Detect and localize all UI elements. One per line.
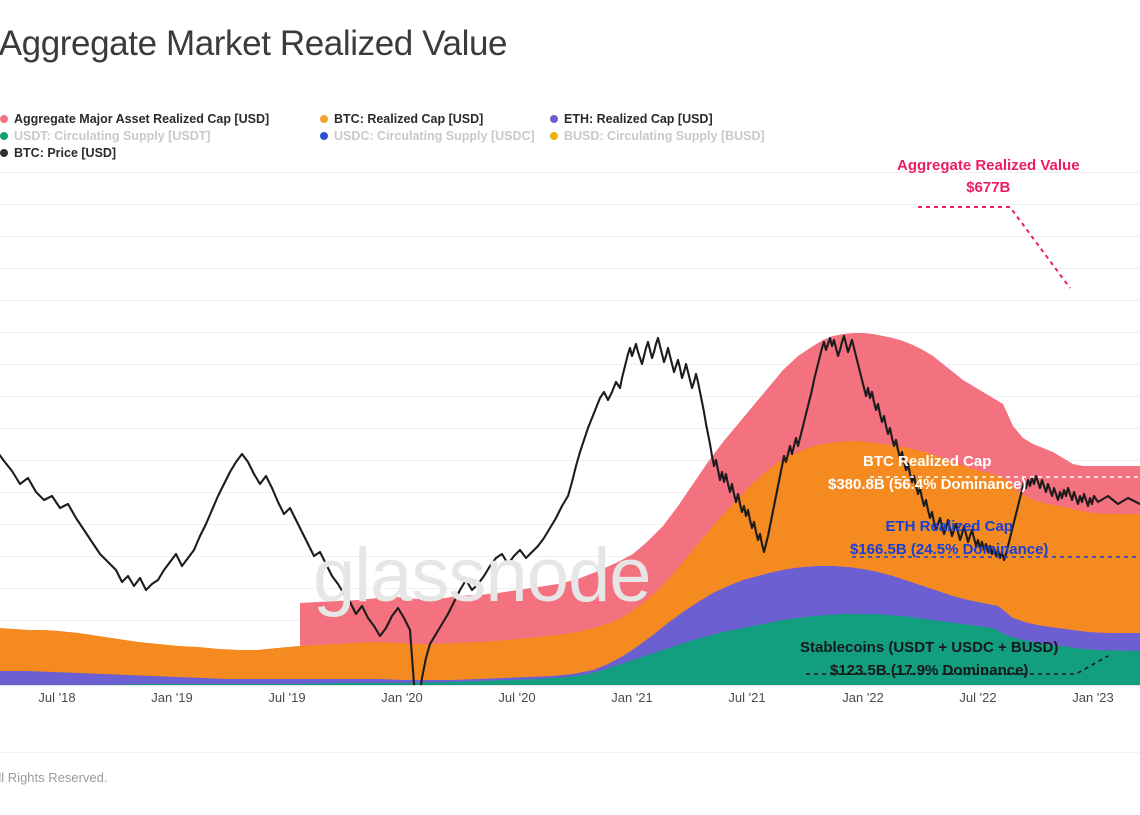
legend-item-eth-realized-cap[interactable]: ETH: Realized Cap [USD] (550, 110, 840, 127)
x-tick-label: Jul '22 (959, 690, 997, 705)
legend-item-btc-realized-cap[interactable]: BTC: Realized Cap [USD] (320, 110, 550, 127)
legend-label: USDT: Circulating Supply [USDT] (14, 128, 211, 143)
series-area-stablecoins (0, 614, 1140, 686)
x-tick-label: Jul '21 (728, 690, 766, 705)
legend-item-usdc-supply[interactable]: USDC: Circulating Supply [USDC] (320, 127, 550, 144)
legend-dot-icon (0, 131, 8, 140)
legend-dot-icon (320, 114, 328, 123)
annotation-title: ETH Realized Cap (885, 518, 1013, 535)
chart-legend: e [USD] Aggregate Major Asset Realized C… (0, 110, 1140, 161)
legend-item-aggregate-realized-cap[interactable]: Aggregate Major Asset Realized Cap [USD] (0, 110, 320, 127)
legend-dot-icon (550, 114, 558, 123)
legend-label: BUSD: Circulating Supply [BUSD] (564, 128, 765, 143)
x-tick-label: Jan '23 (1072, 690, 1114, 705)
glassnode-watermark: glassnode (313, 533, 651, 618)
legend-item-btc-price[interactable]: BTC: Price [USD] (0, 144, 320, 161)
legend-dot-icon (550, 131, 558, 140)
x-axis: Jul '18 Jan '19 Jul '19 Jan '20 Jul '20 … (0, 690, 1140, 716)
annotation-value: $380.8B (56.4% Dominance) (828, 476, 1027, 493)
footer-copyright: e. All Rights Reserved. (0, 770, 108, 785)
x-tick-label: Jan '22 (842, 690, 884, 705)
x-tick-label: Jul '18 (38, 690, 76, 705)
legend-row: lized Cap [USD] USDT: Circulating Supply… (0, 127, 1140, 144)
legend-label: USDC: Circulating Supply [USDC] (334, 128, 535, 143)
series-line-btc-price (0, 334, 1140, 686)
legend-label: ETH: Realized Cap [USD] (564, 111, 713, 126)
annotation-title: Aggregate Realized Value (897, 157, 1080, 174)
annotation-value: $123.5B (17.9% Dominance) (829, 662, 1029, 679)
annotation-leader-aggregate (918, 206, 1071, 289)
footer-divider (0, 752, 1140, 753)
legend-row: e [USD] Aggregate Major Asset Realized C… (0, 110, 1140, 127)
annotation-leader-stablecoins (806, 655, 1109, 675)
annotation-title: BTC Realized Cap (863, 453, 992, 470)
x-tick-label: Jul '20 (498, 690, 536, 705)
annotation-eth-realized-cap: ETH Realized Cap $166.5B (24.5% Dominanc… (850, 515, 1048, 561)
legend-label: Aggregate Major Asset Realized Cap [USD] (14, 111, 270, 126)
x-tick-label: Jul '19 (268, 690, 306, 705)
x-tick-label: Jan '19 (151, 690, 193, 705)
annotation-title: Stablecoins (USDT + USDC + BUSD) (800, 639, 1059, 656)
legend-dot-icon (0, 148, 8, 157)
annotation-value: $166.5B (24.5% Dominance) (850, 541, 1049, 558)
annotation-value: $677B (966, 179, 1011, 196)
annotation-stablecoins: Stablecoins (USDT + USDC + BUSD) $123.5B… (800, 636, 1058, 682)
page-title: : Aggregate Market Realized Value (0, 24, 508, 63)
chart-canvas (0, 206, 1140, 686)
annotation-aggregate-realized-value: Aggregate Realized Value $677B (897, 155, 1080, 199)
legend-label: BTC: Realized Cap [USD] (334, 111, 484, 126)
annotation-btc-realized-cap: BTC Realized Cap $380.8B (56.4% Dominanc… (828, 450, 1026, 496)
legend-item-usdt-supply[interactable]: USDT: Circulating Supply [USDT] (0, 127, 320, 144)
legend-dot-icon (320, 131, 328, 140)
x-axis-baseline (0, 685, 1140, 686)
chart-plot-area: glassnode (0, 166, 1140, 686)
legend-item-busd-supply[interactable]: BUSD: Circulating Supply [BUSD] (550, 127, 840, 144)
legend-dot-icon (0, 114, 8, 123)
legend-row: n Cap BTC: Price [USD] (0, 144, 1140, 161)
x-tick-label: Jan '20 (381, 690, 423, 705)
legend-label: BTC: Price [USD] (14, 145, 117, 160)
x-tick-label: Jan '21 (611, 690, 653, 705)
